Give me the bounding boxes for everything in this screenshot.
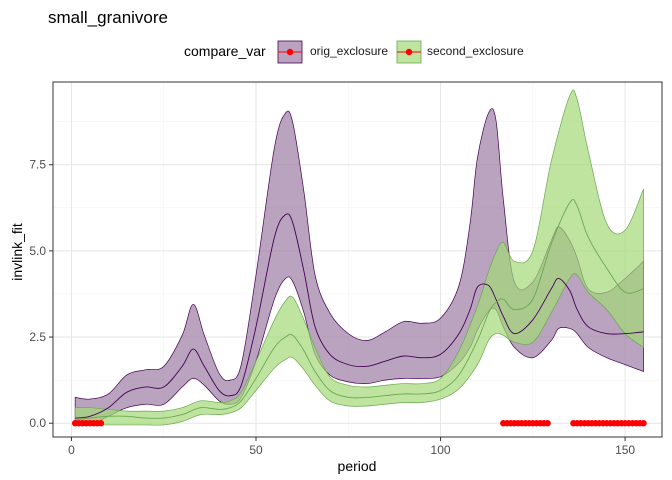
panel-border (52, 81, 663, 438)
period-marker (544, 420, 551, 427)
confidence-bands (74, 89, 644, 426)
x-tick-label: 150 (615, 443, 635, 457)
x-tick-label: 0 (68, 443, 75, 457)
legend-key-second-exclosure (396, 40, 422, 64)
x-tick-label: 100 (431, 443, 451, 457)
y-tick-label: 2.5 (29, 330, 46, 344)
x-axis-ticks: 0 50 100 150 (68, 437, 635, 457)
legend-label-second-exclosure: second_exclosure (427, 44, 524, 58)
confidence-band-second_exclosure (74, 89, 644, 426)
period-markers (71, 420, 647, 427)
chart-title: small_granivore (48, 8, 168, 27)
legend-key-orig-exclosure (277, 40, 303, 64)
y-axis-label: invlink_fit (9, 223, 25, 281)
legend-label-orig-exclosure: orig_exclosure (310, 44, 388, 58)
legend-title: compare_var (184, 43, 266, 59)
period-marker (97, 420, 105, 427)
legend-key-marker (405, 48, 413, 56)
fit-line-second_exclosure (75, 198, 644, 421)
x-axis-label: period (338, 458, 377, 474)
x-tick-label: 50 (249, 443, 263, 457)
period-marker (640, 420, 647, 427)
y-tick-label: 0.0 (29, 416, 46, 430)
legend-key-marker (286, 48, 294, 56)
y-tick-label: 7.5 (29, 158, 46, 172)
fit-lines (75, 198, 644, 421)
fit-line-orig_exclosure (75, 213, 644, 419)
y-tick-label: 5.0 (29, 244, 46, 258)
y-axis-ticks: 0.0 2.5 5.0 7.5 (29, 158, 53, 430)
